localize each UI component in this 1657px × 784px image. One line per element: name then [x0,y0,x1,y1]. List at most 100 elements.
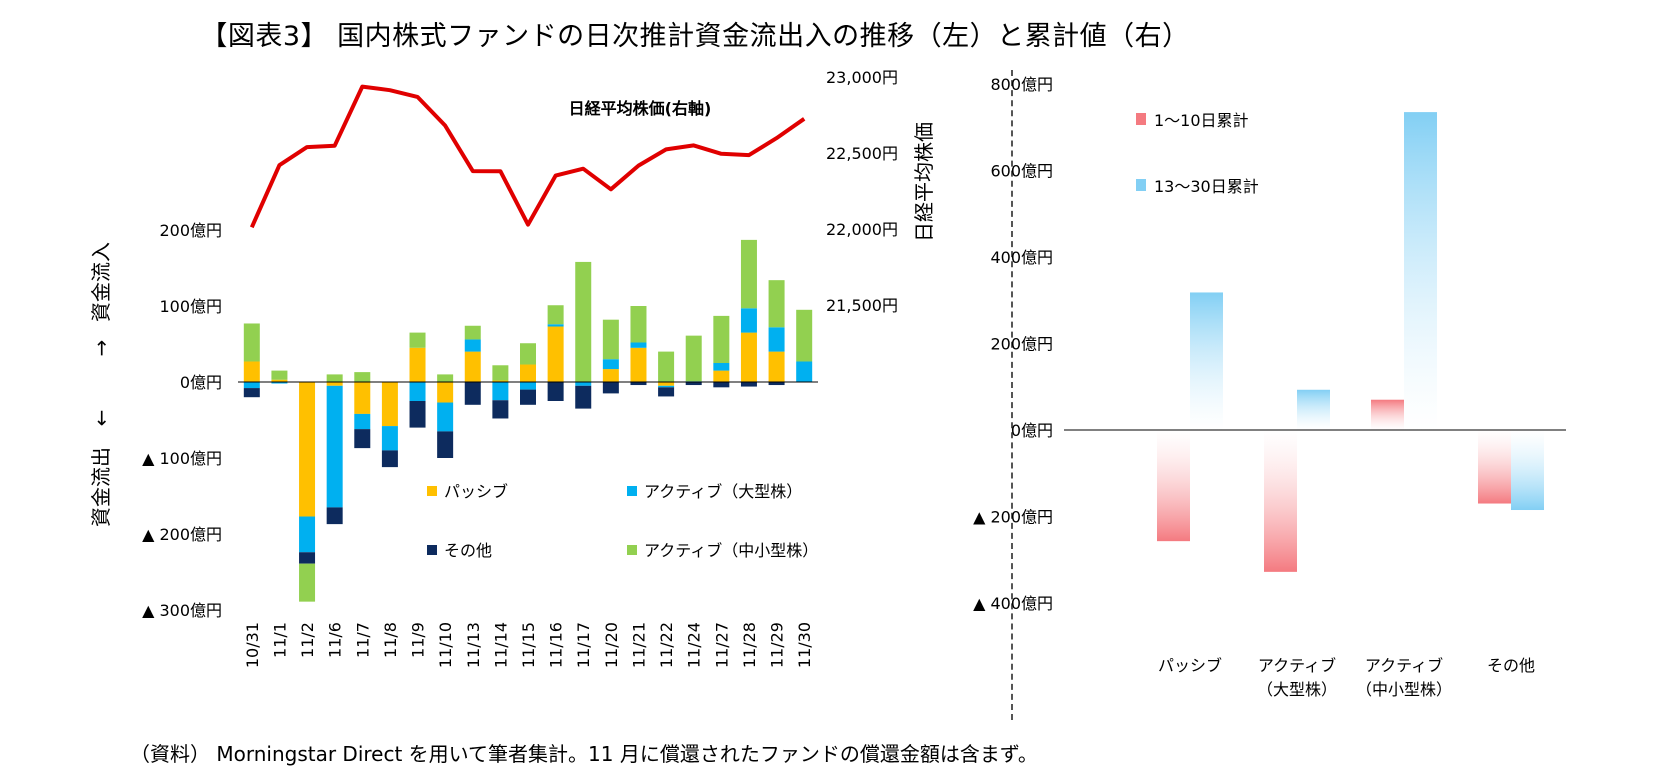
bar-segment [326,385,343,508]
cum-y-tick-label: 800億円 [990,75,1053,94]
right-y-tick-label: 21,500円 [826,296,898,315]
x-tick-label: 11/22 [657,622,676,668]
bar-segment [409,332,426,348]
cum-legend-label: 13～30日累計 [1154,177,1259,196]
x-tick-label: 11/27 [712,622,731,668]
cum-y-tick-label: ▲ 200億円 [973,508,1053,527]
bar-segment [354,382,371,414]
bar-segment [630,347,647,382]
source-note: （資料） Morningstar Direct を用いて筆者集計。11 月に償還… [130,742,1038,766]
outflow-arrow: ← [89,410,113,427]
secondary-axis-title: 日経平均株価 [912,122,936,242]
x-tick-label: 11/30 [795,622,814,668]
bar-segment [685,382,702,386]
left-y-tick-label: 200億円 [159,221,222,240]
cum-x-tick-label: アクティブ [1365,656,1443,675]
x-tick-label: 11/13 [464,622,483,668]
cumulative-y-axis: 800億円 600億円 400億円 200億円 0億円 ▲ 200億円 ▲ 400億円 [973,75,1053,613]
bar-segment [713,315,730,363]
bar-segment [575,382,592,386]
bar-segment [658,387,675,397]
bar-segment [492,400,509,419]
bar-segment [243,323,260,362]
inflow-axis-label: 資金流入 [89,242,113,322]
legend-swatch [627,486,637,496]
legend: パッシブ アクティブ（大型株） その他 アクティブ（中小型株） [427,482,818,560]
cum-y-tick-label: 400億円 [990,248,1053,267]
bar-segment [354,429,371,449]
bar-segment [520,343,536,365]
bar-segment [492,365,509,381]
bar-segment [299,516,316,553]
bar-segment [464,325,481,340]
bar-segment [464,339,481,352]
cum-bar [1404,112,1437,431]
bar-segment [768,351,785,382]
x-tick-label: 11/14 [491,622,510,668]
bar-segment [464,382,481,405]
x-tick-label: 11/29 [768,622,787,668]
stacked-bars [243,239,813,602]
x-axis-labels: 10/31 11/1 11/2 11/6 11/7 11/8 11/9 11/10 11/13 1… [243,622,814,668]
panel-divider [1011,70,1013,720]
bar-segment [547,326,564,382]
bar-segment [271,382,288,384]
bar-segment [354,413,371,430]
bar-segment [713,382,730,388]
bar-segment [520,364,536,382]
cum-legend-swatch [1136,179,1146,191]
outflow-axis-label: 資金流出 [89,447,113,527]
bar-segment [547,305,564,325]
x-tick-label: 11/8 [381,622,400,658]
cum-bar [1297,389,1330,430]
cum-x-tick-label: （中小型株） [1356,680,1452,699]
x-tick-label: 10/31 [243,622,262,668]
bar-segment [326,382,343,386]
cum-bar [1371,399,1404,430]
axis-titles: 資金流入 → ← 資金流出 日経平均株価 [89,122,936,527]
bar-segment [299,382,316,517]
bar-segment [740,382,757,387]
bar-segment [520,382,536,390]
bar-segment [409,347,426,382]
cum-x-tick-label: パッシブ [1158,656,1222,675]
legend-swatch [427,486,437,496]
nikkei-line: 日経平均株価(右軸) [249,84,806,229]
left-y-axis: 200億円 100億円 0億円 ▲ 100億円 ▲ 200億円 ▲ 300億円 [142,221,222,620]
bar-segment [796,309,813,362]
x-tick-label: 11/28 [740,622,759,668]
bar-segment [630,306,647,343]
bar-segment [492,382,509,401]
cum-y-tick-label: 600億円 [990,162,1053,181]
bar-segment [326,374,343,382]
bar-segment [768,280,785,328]
legend-swatch [627,545,637,555]
bar-segment [299,552,316,564]
bar-segment [326,507,343,525]
bar-segment [713,370,730,382]
bar-segment [381,426,398,451]
x-tick-label: 11/15 [519,622,538,668]
cum-x-tick-label: その他 [1487,656,1535,675]
bar-segment [713,363,730,371]
x-tick-label: 11/2 [298,622,317,658]
cum-legend-label: 1～10日累計 [1154,111,1249,130]
x-tick-label: 11/16 [547,622,566,668]
cum-bar [1264,430,1297,572]
cumulative-flow-chart: 800億円 600億円 400億円 200億円 0億円 ▲ 200億円 ▲ 400億円 パッ… [973,75,1566,699]
bar-segment [409,401,426,428]
cum-x-tick-label: アクティブ [1258,656,1336,675]
inflow-arrow: → [89,340,113,357]
legend-swatch [427,545,437,555]
bar-segment [630,342,647,348]
left-y-tick-label: ▲ 300億円 [142,601,222,620]
right-y-tick-label: 22,500円 [826,144,898,163]
bar-segment [602,319,619,360]
bar-segment [271,370,288,380]
bar-segment [768,382,785,386]
right-y-tick-label: 23,000円 [826,68,898,87]
bar-segment [602,369,619,382]
cum-y-tick-label: 0億円 [1011,421,1053,440]
x-tick-label: 11/7 [353,622,372,658]
bar-segment [658,351,675,382]
